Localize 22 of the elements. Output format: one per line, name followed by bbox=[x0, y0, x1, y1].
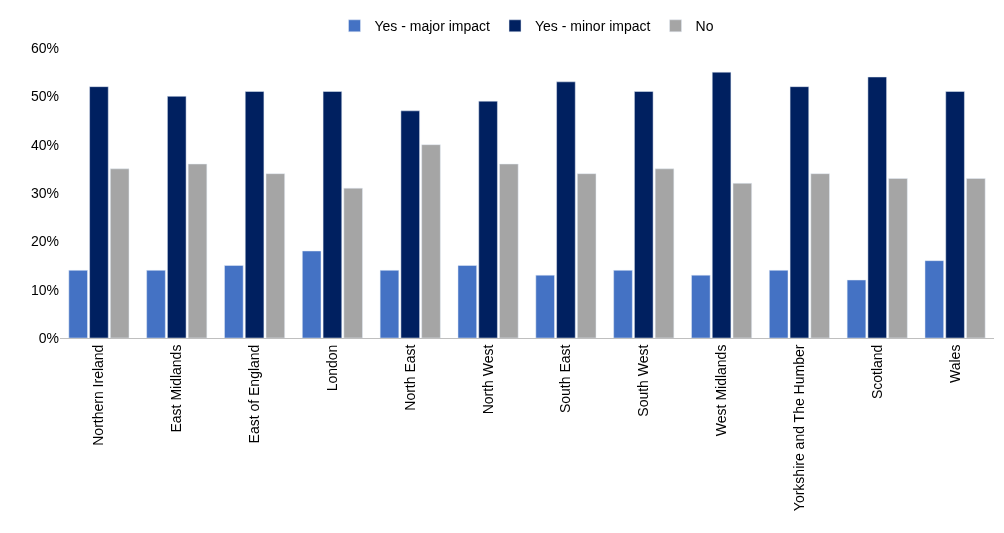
x-tick-label: South West bbox=[635, 344, 652, 417]
x-tick-label: East of England bbox=[246, 344, 263, 444]
x-tick-label: Yorkshire and The Humber bbox=[790, 344, 807, 512]
y-tick-label: 10% bbox=[30, 281, 59, 298]
x-tick-label: West Midlands bbox=[713, 344, 730, 437]
y-tick-label: 30% bbox=[30, 184, 59, 201]
x-tick-label: North East bbox=[401, 344, 418, 411]
y-tick-label: 20% bbox=[30, 233, 59, 250]
y-tick-label: 40% bbox=[30, 136, 59, 153]
x-tick-label: Wales bbox=[946, 344, 963, 383]
y-tick-label: 50% bbox=[30, 88, 59, 105]
legend-label: Yes - minor impact bbox=[535, 18, 651, 35]
x-tick-label: London bbox=[323, 344, 340, 392]
x-tick-label: Northern Ireland bbox=[90, 344, 107, 446]
legend-label: Yes - major impact bbox=[374, 18, 491, 35]
y-tick-label: 60% bbox=[30, 39, 59, 56]
x-tick-label: East Midlands bbox=[168, 344, 185, 433]
x-tick-label: Scotland bbox=[868, 344, 885, 400]
y-tick-label: 0% bbox=[38, 329, 59, 346]
x-tick-label: South East bbox=[557, 344, 574, 414]
x-tick-label: North West bbox=[479, 344, 496, 415]
legend-label: No bbox=[695, 18, 714, 35]
